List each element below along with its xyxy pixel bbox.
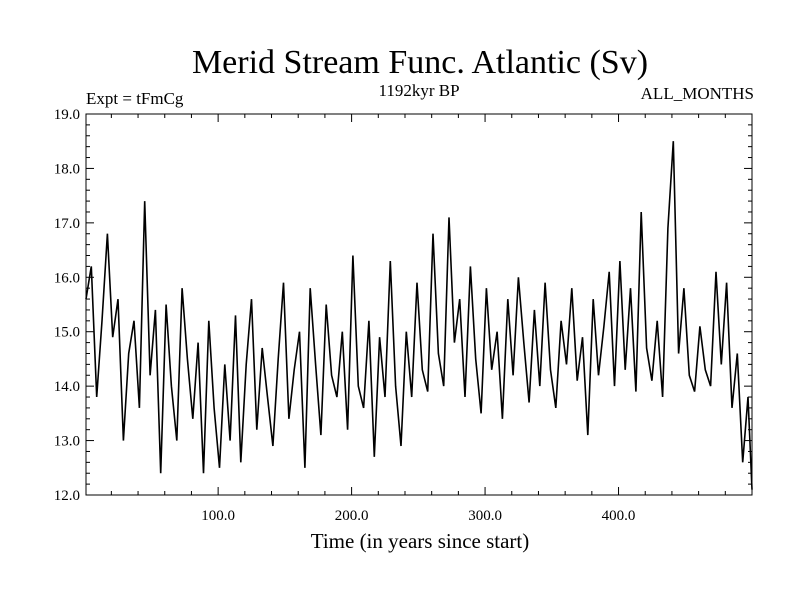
series-line: [85, 141, 753, 490]
experiment-label: Expt = tFmCg: [86, 89, 184, 108]
x-tick-label: 200.0: [335, 508, 369, 524]
months-label: ALL_MONTHS: [641, 84, 754, 103]
x-tick-label: 400.0: [602, 508, 636, 524]
y-tick-label: 19.0: [54, 107, 80, 123]
x-axis-label: Time (in years since start): [311, 529, 530, 553]
y-tick-label: 16.0: [54, 270, 80, 286]
x-tick-label: 300.0: [468, 508, 502, 524]
y-tick-label: 18.0: [54, 161, 80, 177]
chart-title: Merid Stream Func. Atlantic (Sv): [192, 44, 648, 81]
y-tick-label: 14.0: [54, 379, 80, 395]
x-axis: 100.0 200.0 300.0 400.0: [110, 114, 726, 524]
y-tick-label: 13.0: [54, 434, 80, 450]
chart-subtitle: 1192kyr BP: [378, 81, 459, 100]
plot-frame: [85, 113, 753, 496]
y-axis: 12.0 13.0 14.0 15.0 16.0 17.0 18.0 19.0: [54, 107, 752, 504]
x-tick-label: 100.0: [201, 508, 235, 524]
y-tick-label: 17.0: [54, 216, 80, 232]
y-tick-label: 15.0: [54, 325, 80, 341]
y-tick-label: 12.0: [54, 488, 80, 504]
